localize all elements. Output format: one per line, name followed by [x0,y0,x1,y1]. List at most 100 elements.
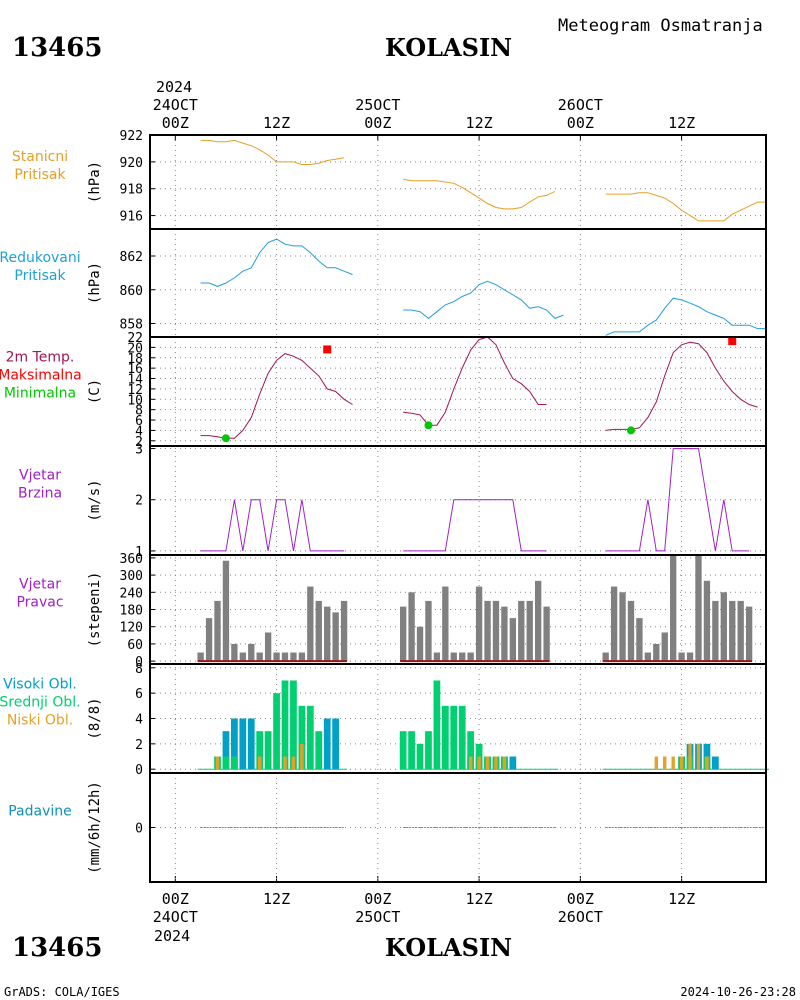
direction-bar-6 [248,643,255,662]
high-cloud-bar-3 [247,718,255,770]
panel-station-pressure: 916 918 920 922 (hPa) Stanicni Pritisak [12,129,767,230]
ytick-label-station-pressure-2: 920 [120,156,143,171]
bottom-hour-label-5: 12Z [668,890,695,908]
panel-wind-direction: 0 60 120 180 240 300 360 (stepeni) Vjetar Pravac [16,552,767,670]
ytick-label-station-pressure-0: 916 [120,210,143,225]
ytick-label-temperature-4: 10 [127,393,143,408]
top-hour-label-1: 12Z [263,114,290,132]
top-year-label: 2024 [156,78,192,96]
high-cloud-bar-17 [711,756,719,770]
ylabel-wind-direction: (stepeni) [87,572,103,648]
direction-bar-7 [256,652,263,662]
max-marker-1 [728,337,737,346]
min-marker-2 [626,426,635,435]
high-cloud-bar-2 [239,718,247,770]
direction-bar-33 [526,600,533,662]
direction-bar-14 [315,600,322,662]
direction-bar-0 [197,652,204,662]
ytick-label-wind-direction-3: 180 [120,604,143,619]
top-hour-label-3: 12Z [466,114,493,132]
series-line-station-pressure-2 [605,192,766,222]
panel-frame-temperature [149,336,767,447]
high-cloud-bar-6 [332,718,340,770]
panel-label-precipitation-0: Padavine [8,804,72,820]
high-cloud-bar-0 [222,731,230,770]
direction-bar-42 [653,643,660,662]
series-line-wind-speed-0 [200,499,345,552]
direction-bar-31 [509,618,517,662]
ytick-label-temperature-9: 20 [127,341,143,356]
mid-cloud-bar-4 [264,731,272,770]
direction-bar-10 [281,652,289,662]
ytick-label-wind-direction-4: 240 [120,586,143,601]
mid-cloud-bar-9 [306,705,314,770]
series-line-station-pressure-1 [403,178,556,210]
direction-bar-25 [459,652,466,662]
footer-credit: GrADS: COLA/IGES [4,985,120,999]
panel-label-reduced-pressure-1: Pritisak [14,268,66,284]
panel-label-temperature-0: 2m Temp. [6,350,75,366]
series-line-temperature-1 [403,336,547,426]
low-cloud-bar-13 [679,756,684,770]
panel-frame-precipitation [149,772,767,883]
direction-bar-38 [619,592,626,662]
min-marker-1 [424,421,433,430]
ytick-label-wind-direction-5: 300 [120,569,143,584]
panel-label-station-pressure-0: Stanicni [12,149,68,165]
low-cloud-bar-2 [283,756,287,770]
top-date-label-4: 26OCT [558,96,603,114]
ylabel-wind-speed: (m/s) [87,479,103,521]
ytick-label-wind-speed-2: 3 [135,443,143,458]
low-cloud-bar-11 [663,756,667,770]
ytick-label-cloud-cover-3: 6 [135,687,143,702]
direction-bar-18 [399,606,407,662]
direction-bar-34 [535,580,542,662]
series-line-reduced-pressure-1 [403,280,564,320]
top-hour-label-5: 12Z [668,114,695,132]
direction-bar-24 [450,652,457,662]
ytick-label-temperature-8: 18 [127,352,143,367]
direction-bar-46 [686,652,694,662]
direction-bar-17 [340,600,348,662]
direction-bar-53 [745,606,753,662]
direction-bar-26 [467,652,474,662]
low-cloud-bar-15 [696,743,701,770]
direction-bar-15 [324,606,331,662]
low-cloud-bar-12 [671,756,675,770]
bottom-hour-label-2: 00Z [364,890,391,908]
direction-bar-44 [670,555,677,662]
direction-bar-27 [475,586,483,662]
low-cloud-bar-7 [485,756,490,770]
high-cloud-bar-16 [703,743,711,770]
bottom-date-label-0: 24OCT [153,908,198,926]
panel-reduced-pressure: 858 860 862 (hPa) Redukovani Pritisak [0,228,767,338]
top-hour-label-0: 00Z [162,114,189,132]
ytick-label-wind-direction-0: 0 [135,655,143,670]
mid-cloud-bar-18 [458,705,466,770]
ytick-label-station-pressure-3: 922 [120,129,143,144]
ytick-label-temperature-1: 4 [135,424,143,439]
mid-cloud-bar-12 [408,731,415,770]
panel-label-cloud-cover-2: Niski Obl. [7,713,73,729]
mid-cloud-bar-16 [441,705,449,770]
station-id-top: 13465 [12,33,102,63]
panel-wind-speed: 1 2 3 (m/s) Vjetar Brzina [18,443,767,560]
bottom-hour-label-4: 00Z [567,890,594,908]
ytick-label-cloud-cover-2: 4 [135,713,143,728]
mid-cloud-bar-7 [290,680,297,770]
mid-cloud-bar-14 [425,731,432,770]
panel-label-reduced-pressure-0: Redukovani [0,250,81,266]
direction-bar-4 [231,643,238,662]
mid-cloud-bar-2 [231,756,238,770]
top-date-label-0: 24OCT [153,96,198,114]
top-hour-label-2: 00Z [364,114,391,132]
mid-cloud-bar-3 [256,731,264,770]
ytick-label-wind-direction-2: 120 [120,621,143,636]
high-cloud-bar-1 [231,718,238,770]
direction-bar-1 [205,618,213,662]
direction-bar-35 [543,606,550,662]
ytick-label-wind-speed-1: 2 [135,494,143,509]
panel-label-wind-direction-0: Vjetar [19,577,61,593]
panel-frame-reduced-pressure [149,228,767,338]
